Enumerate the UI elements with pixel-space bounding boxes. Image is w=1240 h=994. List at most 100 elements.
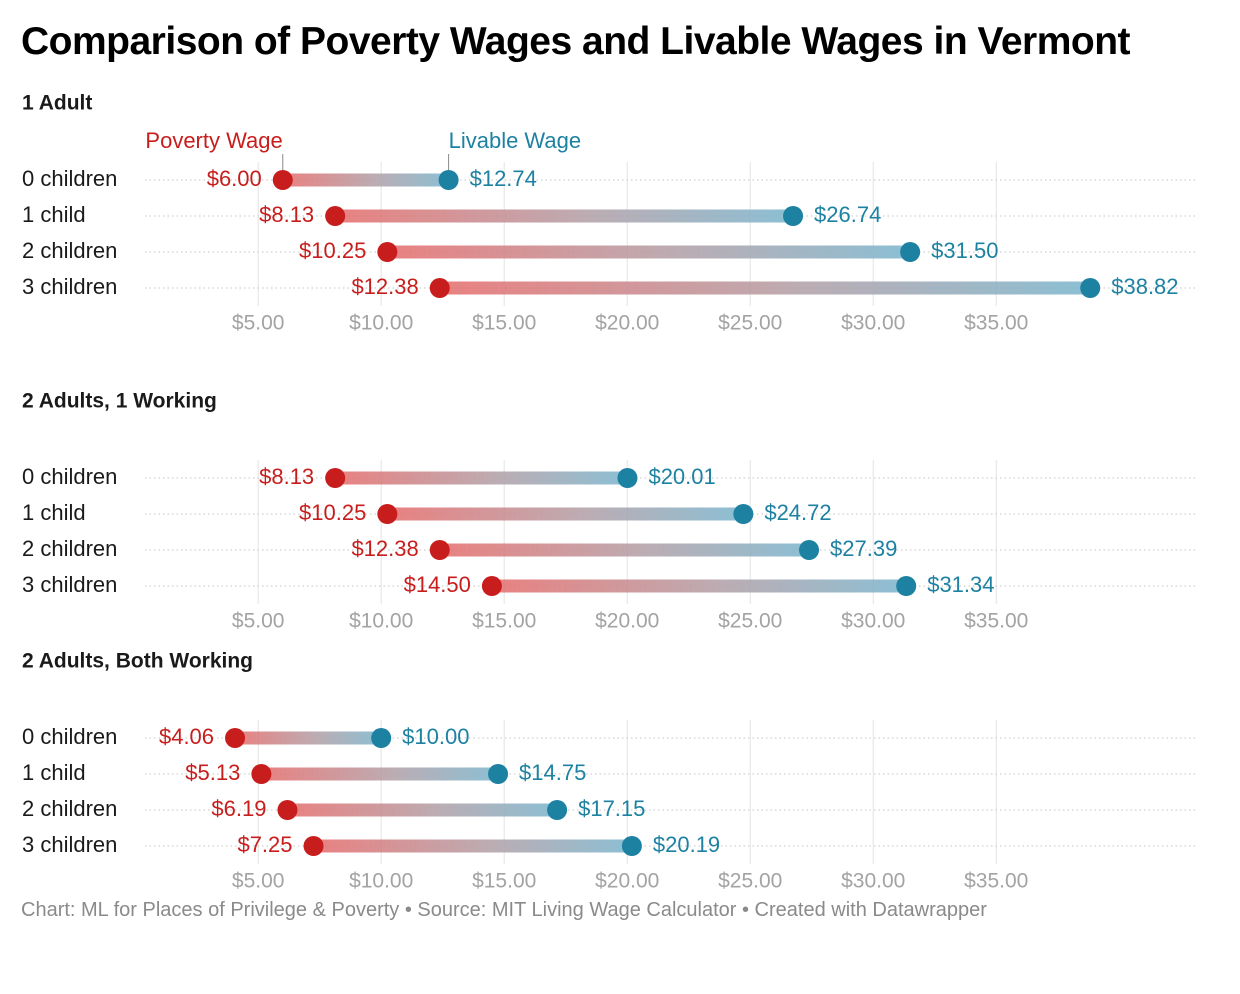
x-tick-label: $10.00 [349, 870, 413, 893]
row-label: 1 child [22, 760, 86, 785]
livable-wage-dot [1080, 278, 1101, 298]
livable-wage-dot [896, 576, 917, 596]
livable-wage-label: $24.72 [764, 500, 831, 525]
poverty-wage-dot [377, 242, 398, 262]
row-label: 3 children [22, 274, 117, 299]
row-3-1: 0 children $4.06 $10.00 [22, 724, 1198, 749]
poverty-wage-label: $6.00 [207, 166, 262, 191]
livable-wage-label: $17.15 [578, 796, 645, 821]
wage-gap-bar [235, 731, 382, 745]
wage-gap-bar [439, 543, 810, 557]
x-tick-label: $35.00 [964, 610, 1028, 633]
livable-wage-dot [617, 468, 638, 488]
poverty-wage-label: $12.38 [351, 274, 418, 299]
x-tick-label: $30.00 [841, 312, 905, 335]
poverty-wage-dot [481, 576, 502, 596]
poverty-wage-dot [429, 278, 450, 298]
panel-1: 1 Adult $5.00 $10.00 $15.00 $20.00 $25.00 $30.… [22, 92, 1198, 335]
panel-2: 2 Adults, 1 Working $5.00 $10.00 $15.00 $20.… [22, 390, 1198, 633]
poverty-wage-dot [303, 836, 324, 856]
x-tick-label: $15.00 [472, 870, 536, 893]
poverty-wage-dot [325, 206, 346, 226]
livable-wage-label: $20.19 [653, 832, 720, 857]
poverty-wage-label: $12.38 [351, 536, 418, 561]
livable-wage-label: $31.34 [927, 572, 994, 597]
panel-3: 2 Adults, Both Working $5.00 $10.00 $15.00 $… [22, 650, 1198, 893]
wage-gap-bar [491, 579, 907, 593]
wage-gap-bar [261, 767, 499, 781]
row-label: 3 children [22, 572, 117, 597]
x-tick-label: $20.00 [595, 610, 659, 633]
x-tick-label: $5.00 [232, 870, 285, 893]
row-label: 0 children [22, 464, 117, 489]
poverty-wage-label: $4.06 [159, 724, 214, 749]
livable-wage-dot [783, 206, 804, 226]
row-1-4: 3 children $12.38 $38.82 [22, 274, 1198, 299]
livable-wage-label: $20.01 [648, 464, 715, 489]
poverty-wage-dot [225, 728, 246, 748]
wage-gap-bar [387, 245, 911, 259]
livable-wage-dot [621, 836, 642, 856]
row-1-2: 1 child $8.13 $26.74 [22, 202, 1198, 227]
x-tick-label: $25.00 [718, 610, 782, 633]
row-label: 0 children [22, 166, 117, 191]
footer-note: Chart: ML for Places of Privilege & Pove… [21, 899, 987, 921]
livable-wage-label: $14.75 [519, 760, 586, 785]
livable-wage-label: $27.39 [830, 536, 897, 561]
panel-title: 2 Adults, Both Working [22, 650, 253, 673]
poverty-wage-dot [272, 170, 293, 190]
row-1-3: 2 children $10.25 $31.50 [22, 238, 1198, 263]
row-label: 2 children [22, 796, 117, 821]
x-tick-label: $20.00 [595, 312, 659, 335]
panel-title: 2 Adults, 1 Working [22, 390, 217, 413]
wage-gap-bar [287, 803, 558, 817]
poverty-wage-dot [277, 800, 298, 820]
row-3-4: 3 children $7.25 $20.19 [22, 832, 1198, 857]
row-2-3: 2 children $12.38 $27.39 [22, 536, 1198, 561]
poverty-wage-label: $7.25 [237, 832, 292, 857]
poverty-wage-label: $5.13 [185, 760, 240, 785]
x-tick-label: $5.00 [232, 610, 285, 633]
livable-wage-dot [799, 540, 820, 560]
x-tick-label: $30.00 [841, 870, 905, 893]
livable-wage-dot [488, 764, 509, 784]
poverty-wage-label: $10.25 [299, 500, 366, 525]
livable-wage-label: $10.00 [402, 724, 469, 749]
wage-gap-bar [335, 471, 628, 485]
row-label: 2 children [22, 536, 117, 561]
row-2-1: 0 children $8.13 $20.01 [22, 464, 1198, 489]
livable-wage-dot [547, 800, 568, 820]
poverty-wage-label: $8.13 [259, 202, 314, 227]
row-label: 2 children [22, 238, 117, 263]
x-tick-label: $10.00 [349, 312, 413, 335]
legend-livable-wage: Livable Wage [449, 128, 581, 153]
livable-wage-label: $38.82 [1111, 274, 1178, 299]
wage-gap-bar [335, 209, 794, 223]
x-tick-label: $15.00 [472, 610, 536, 633]
x-tick-label: $35.00 [964, 870, 1028, 893]
poverty-wage-label: $8.13 [259, 464, 314, 489]
row-label: 1 child [22, 500, 86, 525]
poverty-wage-dot [251, 764, 272, 784]
row-3-3: 2 children $6.19 $17.15 [22, 796, 1198, 821]
row-3-2: 1 child $5.13 $14.75 [22, 760, 1198, 785]
livable-wage-label: $12.74 [470, 166, 537, 191]
wage-gap-bar [439, 281, 1091, 295]
chart-title: Comparison of Poverty Wages and Livable … [21, 20, 1131, 63]
livable-wage-label: $31.50 [931, 238, 998, 263]
poverty-wage-dot [377, 504, 398, 524]
poverty-wage-label: $10.25 [299, 238, 366, 263]
x-tick-label: $15.00 [472, 312, 536, 335]
x-tick-label: $5.00 [232, 312, 285, 335]
wage-gap-bar [387, 507, 744, 521]
x-tick-label: $25.00 [718, 312, 782, 335]
livable-wage-dot [900, 242, 921, 262]
poverty-wage-label: $6.19 [211, 796, 266, 821]
legend-poverty-wage: Poverty Wage [145, 128, 282, 153]
row-2-4: 3 children $14.50 $31.34 [22, 572, 1198, 597]
row-label: 1 child [22, 202, 86, 227]
row-2-2: 1 child $10.25 $24.72 [22, 500, 1198, 525]
x-tick-label: $10.00 [349, 610, 413, 633]
poverty-wage-dot [325, 468, 346, 488]
